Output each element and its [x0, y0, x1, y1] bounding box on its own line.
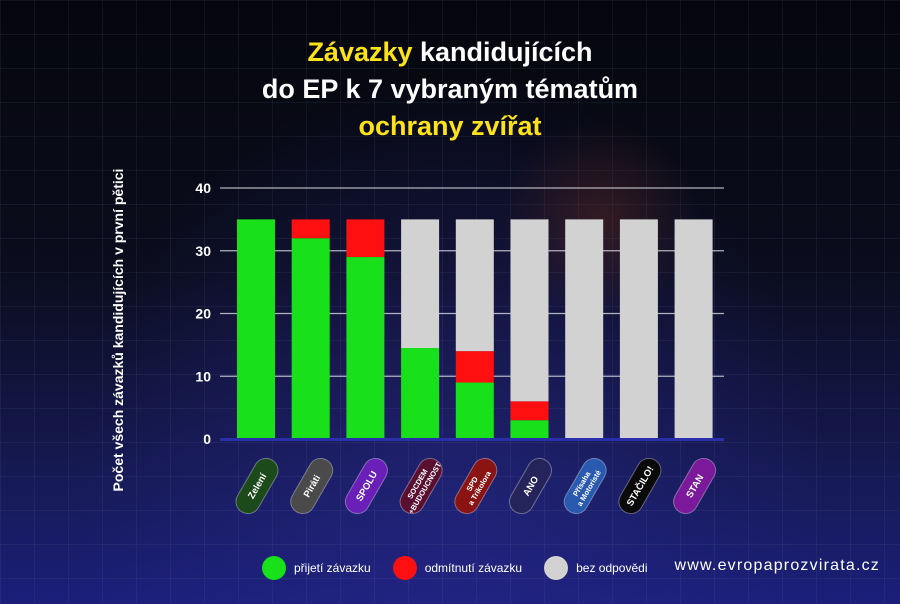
bar-segment-rejected — [346, 219, 385, 258]
category-pill — [673, 457, 717, 515]
title-highlight-1: Závazky — [307, 37, 413, 67]
category-label-0: Zelení — [235, 457, 279, 515]
bar-segment-accepted — [455, 382, 494, 439]
bar-segment-accepted — [510, 420, 549, 439]
category-label-1: Piráti — [290, 457, 334, 515]
bar-segment-rejected — [455, 351, 494, 383]
legend-label-accepted: přijetí závazku — [294, 561, 371, 575]
y-tick-label: 40 — [195, 180, 211, 196]
legend-swatch-accepted — [262, 556, 286, 580]
category-label-3: SOCDEM+BUDOUCNOST — [399, 457, 444, 516]
legend-item-rejected: odmítnutí závazku — [392, 556, 523, 580]
category-label-5: ANO — [509, 457, 552, 515]
bar-segment-accepted — [401, 348, 440, 439]
category-pill — [235, 457, 279, 515]
bar-segment-accepted — [346, 257, 385, 439]
website-url: www.evropaprozvirata.cz — [674, 557, 880, 574]
bar-segment-rejected — [510, 401, 549, 421]
x-axis-baseline — [220, 438, 724, 441]
bar-segment-accepted — [291, 238, 330, 439]
title-text-2: do EP k 7 vybraným tématům — [261, 74, 639, 104]
bar-segment-no-answer — [510, 219, 549, 402]
category-pill — [399, 457, 443, 515]
legend-label-no-answer: bez odpovědi — [576, 561, 648, 575]
bar-segment-accepted — [237, 219, 275, 439]
legend-label-rejected: odmítnutí závazku — [424, 561, 523, 575]
chart-title: Závazky kandidujících do EP k 7 vybraným… — [0, 34, 900, 145]
legend: přijetí závazku odmítnutí závazku bez od… — [262, 556, 669, 580]
y-tick-label: 10 — [195, 368, 211, 384]
category-pill — [454, 457, 498, 515]
bar-segment-no-answer — [455, 219, 494, 352]
category-label-7: STAČILO! — [618, 457, 662, 515]
category-pill — [509, 457, 552, 515]
bar-segment-no-answer — [674, 219, 713, 439]
bar-segment-rejected — [291, 219, 330, 239]
title-text-1: kandidujících — [412, 37, 593, 67]
legend-swatch-rejected — [392, 556, 417, 580]
bar-segment-no-answer — [565, 219, 604, 439]
category-pill — [618, 457, 662, 515]
category-label-8: STAN — [673, 457, 717, 515]
category-pill — [290, 457, 334, 515]
bar-segment-no-answer — [619, 219, 658, 439]
y-tick-label: 20 — [195, 306, 211, 322]
category-pill — [344, 457, 388, 515]
legend-swatch-no-answer — [544, 556, 569, 580]
y-tick-label: 30 — [195, 243, 211, 259]
legend-item-no-answer: bez odpovědi — [544, 556, 647, 580]
legend-item-accepted: přijetí závazku — [262, 556, 371, 580]
bar-segment-no-answer — [401, 219, 440, 349]
y-tick-label: 0 — [203, 431, 211, 447]
title-highlight-3: ochrany zvířat — [358, 111, 542, 141]
category-label-2: SPOLU — [344, 457, 388, 515]
category-pill — [563, 457, 607, 515]
